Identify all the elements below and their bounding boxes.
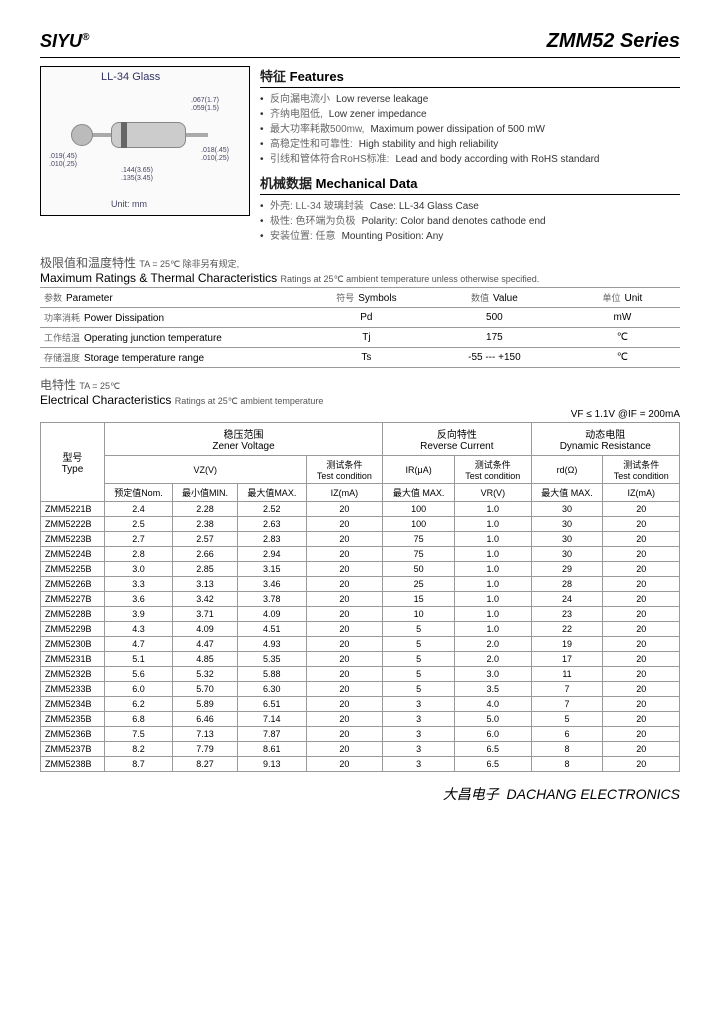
dimension-label: .018(.45) <box>201 147 229 154</box>
table-row: 存储温度Storage temperature rangeTs-55 --- +… <box>40 348 680 368</box>
datasheet-page: SIYU® ZMM52 Series LL-34 Glass .067(1.7)… <box>0 0 720 1012</box>
mechanical-item: 安装位置: 任意Mounting Position: Any <box>260 229 680 244</box>
table-row: ZMM5221B2.42.282.52201001.03020 <box>41 502 680 517</box>
footer: 大昌电子 DACHANG ELECTRONICS <box>40 784 680 804</box>
brand-logo: SIYU® <box>40 31 89 52</box>
diagram-title: LL-34 Glass <box>101 71 160 83</box>
table-row: ZMM5228B3.93.714.0920101.02320 <box>41 607 680 622</box>
table-row: ZMM5238B8.78.279.132036.5820 <box>41 757 680 772</box>
dimension-label: .144(3.65) <box>121 167 153 174</box>
mechanical-item: 外壳: LL-34 玻璃封装Case: LL-34 Glass Case <box>260 199 680 214</box>
dimension-label: .019(.45) <box>49 153 77 160</box>
table-row: ZMM5233B6.05.706.302053.5720 <box>41 682 680 697</box>
feature-item: 引线和管体符合RoHS标准:Lead and body according wi… <box>260 152 680 167</box>
electrical-table: 型号Type 稳压范围Zener Voltage 反向特性Reverse Cur… <box>40 422 680 772</box>
diagram-unit: Unit: mm <box>111 199 147 209</box>
page-header: SIYU® ZMM52 Series <box>40 30 680 58</box>
table-row: ZMM5229B4.34.094.512051.02220 <box>41 622 680 637</box>
diode-band <box>121 122 127 148</box>
diode-lead <box>186 133 208 137</box>
diode-lead <box>91 133 113 137</box>
table-header-row: 参数Parameter 符号Symbols 数值Value 单位Unit <box>40 288 680 308</box>
features-heading: 特征 Features <box>260 66 680 85</box>
dimension-label: .010(.25) <box>49 161 77 168</box>
table-row: ZMM5222B2.52.382.63201001.03020 <box>41 517 680 532</box>
top-section: LL-34 Glass .067(1.7).059(1.5) .019(.45).… <box>40 66 680 244</box>
feature-item: 高稳定性和可靠性:High stability and high reliabi… <box>260 137 680 152</box>
feature-item: 齐纳电阻低,Low zener impedance <box>260 107 680 122</box>
diode-cap <box>71 124 93 146</box>
dimension-label: .135(3.45) <box>121 175 153 182</box>
feature-item: 反向漏电流小Low reverse leakage <box>260 92 680 107</box>
dimension-label: .010(.25) <box>201 155 229 162</box>
package-diagram: LL-34 Glass .067(1.7).059(1.5) .019(.45).… <box>40 66 250 216</box>
mechanical-item: 极性: 色环端为负极Polarity: Color band denotes c… <box>260 214 680 229</box>
table-row: ZMM5235B6.86.467.142035.0520 <box>41 712 680 727</box>
electrical-heading: 电特性 TA = 25℃ Electrical Characteristics … <box>40 376 680 407</box>
mechanical-heading: 机械数据 Mechanical Data <box>260 173 680 192</box>
features-column: 特征 Features 反向漏电流小Low reverse leakage齐纳电… <box>260 66 680 244</box>
electrical-note: VF ≤ 1.1V @IF = 200mA <box>40 409 680 420</box>
table-row: ZMM5226B3.33.133.4620251.02820 <box>41 577 680 592</box>
table-row: ZMM5223B2.72.572.8320751.03020 <box>41 532 680 547</box>
table-header-row: 型号Type 稳压范围Zener Voltage 反向特性Reverse Cur… <box>41 423 680 456</box>
table-row: ZMM5224B2.82.662.9420751.03020 <box>41 547 680 562</box>
table-row: ZMM5230B4.74.474.932052.01920 <box>41 637 680 652</box>
table-row: ZMM5231B5.14.855.352052.01720 <box>41 652 680 667</box>
table-subheader-row: 预定值Nom. 最小值MIN. 最大值MAX. IZ(mA) 最大值 MAX. … <box>41 484 680 502</box>
feature-item: 最大功率耗散500mw,Maximum power dissipation of… <box>260 122 680 137</box>
ratings-heading: 极限值和温度特性 TA = 25℃ 除非另有规定, Maximum Rating… <box>40 254 680 285</box>
table-row: 工作结温Operating junction temperatureTj175℃ <box>40 328 680 348</box>
table-subheader-row: VZ(V) 测试条件Test condition IR(μA) 测试条件Test… <box>41 456 680 484</box>
table-row: ZMM5237B8.27.798.612036.5820 <box>41 742 680 757</box>
table-row: ZMM5232B5.65.325.882053.01120 <box>41 667 680 682</box>
table-row: ZMM5225B3.02.853.1520501.02920 <box>41 562 680 577</box>
series-title: ZMM52 Series <box>547 30 680 53</box>
mechanical-list: 外壳: LL-34 玻璃封装Case: LL-34 Glass Case极性: … <box>260 199 680 244</box>
table-row: ZMM5234B6.25.896.512034.0720 <box>41 697 680 712</box>
table-row: 功率消耗Power DissipationPd500mW <box>40 308 680 328</box>
ratings-table: 参数Parameter 符号Symbols 数值Value 单位Unit 功率消… <box>40 287 680 368</box>
table-row: ZMM5227B3.63.423.7820151.02420 <box>41 592 680 607</box>
table-row: ZMM5236B7.57.137.872036.0620 <box>41 727 680 742</box>
dimension-label: .059(1.5) <box>191 105 219 112</box>
features-list: 反向漏电流小Low reverse leakage齐纳电阻低,Low zener… <box>260 92 680 167</box>
dimension-label: .067(1.7) <box>191 97 219 104</box>
